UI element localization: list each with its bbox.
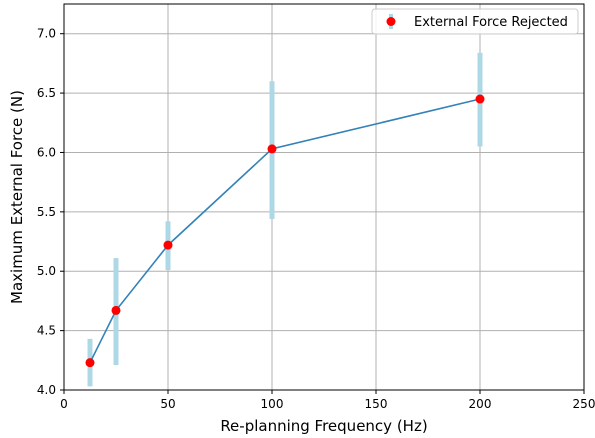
x-tick-label: 150 bbox=[365, 397, 388, 411]
x-tick-label: 200 bbox=[469, 397, 492, 411]
series-line bbox=[89, 98, 481, 364]
x-tick-label: 0 bbox=[60, 397, 68, 411]
x-axis: 0 50 100 150 200 250 bbox=[60, 390, 595, 411]
legend: External Force Rejected bbox=[371, 8, 579, 35]
data-point bbox=[475, 94, 485, 104]
x-axis-title: Re-planning Frequency (Hz) bbox=[220, 417, 427, 435]
y-tick-label: 4.5 bbox=[37, 324, 56, 338]
x-tick-label: 100 bbox=[261, 397, 284, 411]
x-tick-label: 250 bbox=[573, 397, 595, 411]
data-point bbox=[85, 358, 95, 368]
y-tick-label: 5.5 bbox=[37, 205, 56, 219]
y-axis: 4.0 4.5 5.0 5.5 6.0 6.5 7.0 bbox=[37, 27, 64, 397]
legend-box bbox=[371, 8, 579, 35]
data-point bbox=[267, 144, 277, 154]
legend-label: External Force Rejected bbox=[414, 15, 568, 30]
grid-lines bbox=[63, 4, 585, 391]
y-axis-title: Maximum External Force (N) bbox=[8, 90, 26, 304]
data-point bbox=[111, 305, 121, 315]
y-tick-label: 6.0 bbox=[37, 145, 56, 159]
y-tick-label: 6.5 bbox=[37, 86, 56, 100]
data-points bbox=[85, 94, 485, 368]
plot-frame bbox=[63, 3, 585, 391]
legend-marker-icon bbox=[386, 17, 396, 26]
y-tick-label: 5.0 bbox=[37, 264, 56, 278]
x-tick-label: 50 bbox=[160, 397, 175, 411]
data-point bbox=[163, 240, 173, 250]
error-bars bbox=[87, 52, 483, 387]
y-tick-label: 4.0 bbox=[37, 383, 56, 397]
y-tick-label: 7.0 bbox=[37, 27, 56, 41]
